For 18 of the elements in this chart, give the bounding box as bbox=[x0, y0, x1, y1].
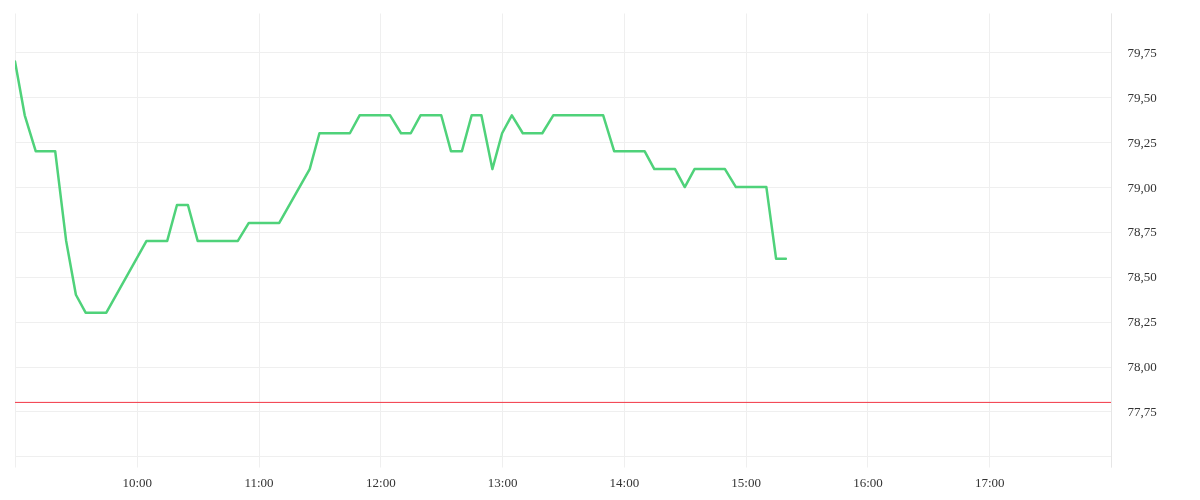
y-tick-label: 79,00 bbox=[1127, 179, 1157, 195]
x-tick-label: 17:00 bbox=[974, 474, 1005, 490]
x-tick-label: 12:00 bbox=[366, 474, 396, 490]
x-tick-label: 10:00 bbox=[122, 474, 153, 490]
y-tick-label: 77,75 bbox=[1127, 403, 1157, 419]
y-tick-label: 78,50 bbox=[1127, 269, 1157, 285]
line-series bbox=[15, 60, 788, 314]
x-tick-label: 13:00 bbox=[487, 474, 518, 490]
y-tick-label: 79,75 bbox=[1127, 44, 1157, 60]
y-tick-label: 79,25 bbox=[1127, 134, 1157, 150]
y-tick-label: 78,75 bbox=[1127, 224, 1157, 240]
x-tick-label: 14:00 bbox=[609, 474, 640, 490]
x-tick-label: 11:00 bbox=[244, 474, 274, 490]
y-tick-label: 78,00 bbox=[1127, 359, 1157, 375]
x-tick-label: 16:00 bbox=[853, 474, 883, 490]
y-tick-label: 79,50 bbox=[1127, 89, 1157, 105]
y-tick-label: 78,25 bbox=[1127, 314, 1157, 330]
x-tick-label: 15:00 bbox=[731, 474, 761, 490]
